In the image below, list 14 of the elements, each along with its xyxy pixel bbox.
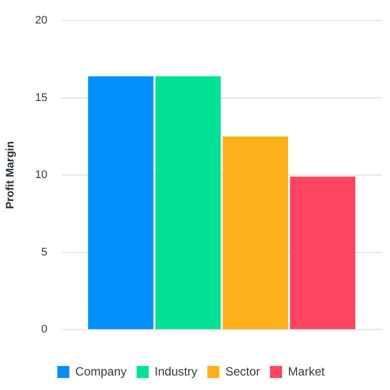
bar bbox=[290, 176, 356, 330]
y-tick-label: 20 bbox=[35, 14, 48, 27]
y-tick-label: 10 bbox=[35, 169, 48, 182]
legend-label: Market bbox=[288, 364, 326, 378]
bar bbox=[88, 76, 154, 330]
legend-label: Company bbox=[75, 364, 127, 378]
legend-label: Industry bbox=[154, 364, 198, 378]
bar bbox=[222, 136, 288, 330]
y-tick-label: 15 bbox=[35, 92, 48, 104]
legend-label: Sector bbox=[225, 364, 260, 378]
bar bbox=[155, 76, 221, 330]
y-tick-label: 0 bbox=[41, 324, 48, 336]
y-tick-label: 5 bbox=[41, 246, 48, 258]
y-axis-title: Profit Margin bbox=[4, 140, 17, 210]
